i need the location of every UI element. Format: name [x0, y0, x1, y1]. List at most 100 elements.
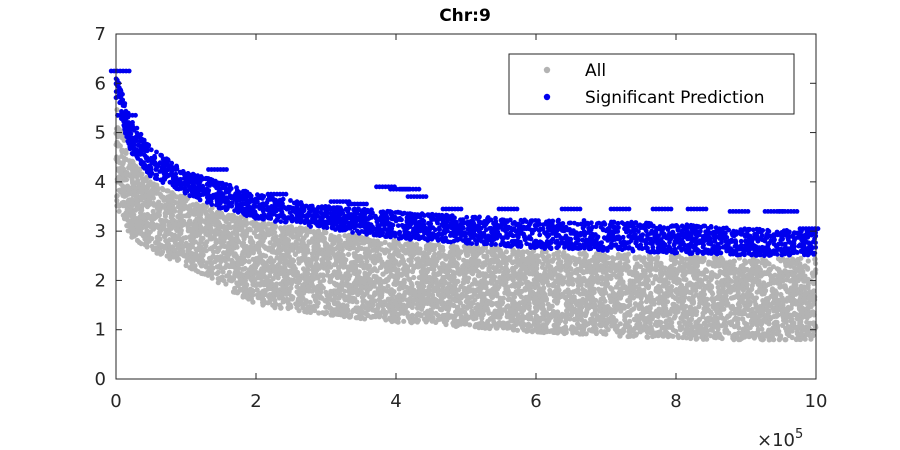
data-point — [159, 185, 165, 192]
data-point — [671, 261, 678, 267]
data-point — [760, 331, 766, 337]
data-point — [261, 265, 267, 271]
data-point — [162, 245, 168, 251]
data-point — [765, 329, 771, 335]
data-point — [776, 267, 782, 273]
data-point — [631, 333, 637, 339]
data-point — [730, 333, 736, 339]
data-point — [759, 291, 765, 297]
data-point — [380, 279, 387, 285]
data-point — [469, 294, 475, 300]
data-point — [435, 317, 441, 323]
data-point — [217, 275, 223, 281]
data-point — [125, 228, 131, 234]
data-point — [770, 276, 776, 282]
data-point — [545, 282, 552, 288]
data-point — [693, 319, 699, 325]
data-point — [229, 257, 235, 263]
data-point — [559, 281, 566, 287]
data-point — [673, 328, 679, 334]
data-point — [116, 208, 122, 214]
data-point — [540, 322, 547, 328]
data-point — [634, 277, 640, 283]
series-all — [113, 107, 819, 343]
data-point — [183, 262, 189, 269]
data-point — [464, 303, 470, 310]
data-point — [770, 264, 777, 270]
data-point — [526, 315, 533, 321]
data-point — [752, 277, 758, 283]
data-point — [371, 307, 377, 313]
data-point — [114, 203, 120, 209]
data-point — [664, 284, 670, 290]
data-point — [736, 303, 742, 309]
data-point — [708, 296, 715, 302]
data-point — [699, 259, 706, 265]
data-point — [344, 245, 350, 251]
data-point — [115, 159, 121, 165]
data-point — [313, 287, 319, 293]
data-point — [667, 286, 674, 292]
data-point — [396, 286, 402, 292]
data-point — [406, 268, 412, 274]
data-point — [311, 247, 317, 253]
data-point — [378, 294, 384, 300]
data-point — [305, 263, 311, 269]
data-point — [255, 295, 261, 301]
data-point — [658, 270, 664, 276]
data-point — [608, 275, 614, 281]
data-point — [791, 282, 797, 288]
data-point — [307, 299, 313, 305]
data-point — [423, 279, 429, 285]
data-point — [267, 240, 273, 246]
data-point — [750, 316, 756, 322]
data-point — [372, 298, 378, 304]
data-point — [376, 302, 382, 308]
data-point — [633, 302, 639, 308]
data-point — [223, 281, 229, 287]
data-point — [210, 265, 216, 271]
data-point — [463, 298, 469, 305]
data-point — [678, 327, 684, 333]
data-point — [751, 311, 757, 317]
data-point — [227, 274, 233, 280]
data-point — [563, 267, 569, 273]
data-point — [574, 329, 580, 335]
data-point — [701, 330, 707, 336]
points-layer — [108, 68, 821, 343]
data-point — [279, 294, 285, 300]
data-point — [602, 298, 608, 304]
data-point — [577, 323, 583, 329]
data-point — [366, 263, 372, 270]
data-point — [114, 154, 120, 160]
data-point — [665, 334, 671, 340]
data-point — [759, 326, 765, 332]
data-point — [644, 309, 650, 315]
data-point — [519, 316, 526, 322]
data-point — [690, 299, 697, 305]
data-point — [226, 269, 232, 275]
data-point — [668, 292, 674, 298]
data-point — [764, 319, 770, 325]
data-point — [778, 291, 784, 298]
data-point — [749, 322, 756, 328]
data-point — [432, 285, 438, 291]
data-point — [316, 229, 322, 235]
data-point — [650, 280, 656, 286]
data-point — [371, 273, 377, 279]
data-point — [382, 262, 388, 268]
data-point — [741, 310, 748, 317]
data-point — [489, 252, 496, 258]
data-point — [572, 257, 578, 264]
data-point — [235, 280, 241, 286]
data-point — [306, 228, 313, 234]
data-point — [430, 259, 436, 265]
data-point — [534, 266, 540, 272]
data-point — [484, 273, 490, 279]
data-point — [211, 249, 217, 255]
data-point — [472, 277, 478, 283]
data-point — [598, 302, 604, 308]
data-point — [187, 218, 193, 224]
data-point — [242, 246, 248, 252]
data-point — [248, 244, 254, 250]
